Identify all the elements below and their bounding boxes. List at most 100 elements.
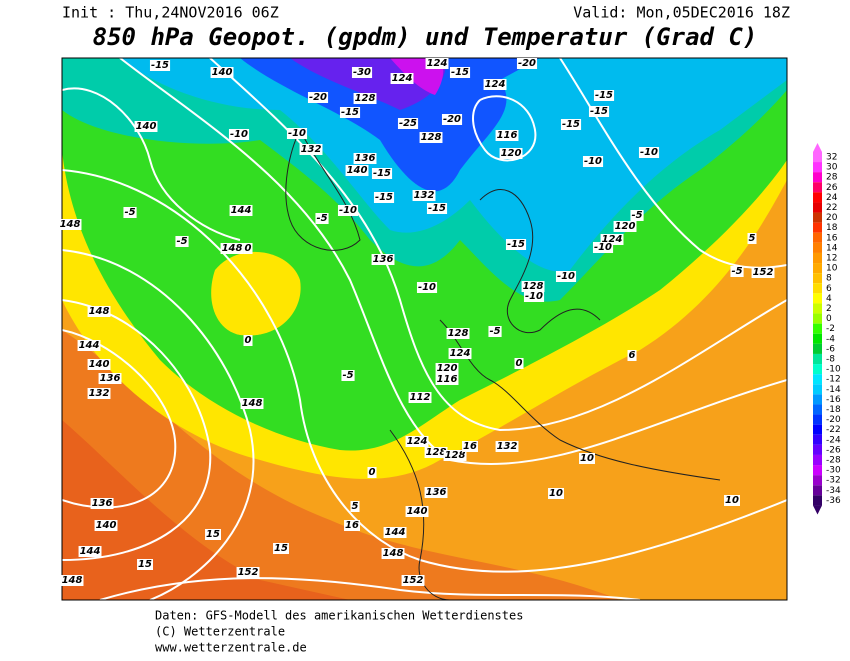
contour-label-bg <box>593 90 615 101</box>
contour-label: -15 <box>451 67 469 78</box>
colorbar-label: 8 <box>826 274 832 284</box>
colorbar-swatch <box>813 404 822 415</box>
colorbar-swatch <box>813 424 822 435</box>
contour-label: 132 <box>414 190 435 201</box>
footer-source: Daten: GFS-Modell des amerikanischen Wet… <box>155 609 523 623</box>
contour-label-bg <box>371 168 393 179</box>
colorbar-swatch <box>813 252 822 264</box>
colorbar-swatch <box>813 384 822 395</box>
colorbar-label: -4 <box>826 334 835 344</box>
colorbar-swatch <box>813 454 822 466</box>
colorbar-label: -10 <box>826 365 841 375</box>
colorbar-bottom <box>813 505 822 515</box>
colorbar-swatch <box>813 151 822 163</box>
contour-label-bg <box>592 242 614 253</box>
contour-label-bg <box>579 453 595 464</box>
colorbar-label: 24 <box>826 193 838 203</box>
contour-label: -10 <box>640 147 658 158</box>
contour-label-bg <box>236 567 260 578</box>
contour-label: 140 <box>89 359 110 370</box>
colorbar-label: -36 <box>826 496 841 506</box>
contour-label: -10 <box>594 242 612 253</box>
colorbar-swatch <box>813 162 822 173</box>
contour-label: 124 <box>407 436 428 447</box>
colorbar-label: 10 <box>826 264 838 274</box>
contour-label: 144 <box>79 340 100 351</box>
colorbar-label: 16 <box>826 233 838 243</box>
contour-label: 5 <box>352 501 359 512</box>
contour-label: 140 <box>407 506 428 517</box>
contour-label-bg <box>78 546 102 557</box>
contour-label-bg <box>243 243 253 254</box>
colorbar-label: 26 <box>826 183 838 193</box>
colorbar-swatch <box>813 263 822 274</box>
contour-label: -15 <box>375 192 393 203</box>
contour-label-bg <box>499 148 523 159</box>
contour-label: 140 <box>212 67 233 78</box>
contour-label-bg <box>449 67 471 78</box>
contour-label: -5 <box>316 213 327 224</box>
contour-label-bg <box>345 165 369 176</box>
contour-label-bg <box>416 282 438 293</box>
contour-label: 116 <box>497 130 518 141</box>
contour-label: 128 <box>523 281 544 292</box>
contour-label-bg <box>373 192 395 203</box>
colorbar-label: 32 <box>826 153 837 163</box>
contour-label-bg <box>339 107 361 118</box>
contour-label: -15 <box>373 168 391 179</box>
contour-label-bg <box>412 190 436 201</box>
contour-label: 124 <box>450 348 471 359</box>
contour-label: 0 <box>516 358 523 369</box>
colorbar-label: -18 <box>826 405 841 415</box>
colorbar-label: -6 <box>826 344 835 354</box>
contour-label: -5 <box>631 210 642 221</box>
contour-label: 120 <box>437 363 458 374</box>
colorbar-label: 4 <box>826 294 832 304</box>
contour-label-bg <box>351 67 373 78</box>
contour-label-bg <box>307 92 329 103</box>
colorbar-swatch <box>813 434 822 445</box>
contour-label-bg <box>523 291 545 302</box>
contour-label: 136 <box>355 153 376 164</box>
colorbar-label: 22 <box>826 203 837 213</box>
contour-label-bg <box>60 575 84 586</box>
contour-label-bg <box>521 281 545 292</box>
contour-label: 120 <box>615 221 636 232</box>
colorbar-label: -8 <box>826 355 835 365</box>
colorbar-swatch <box>813 444 822 455</box>
contour-label-bg <box>299 144 323 155</box>
contour-label-bg <box>383 527 407 538</box>
colorbar-label: 14 <box>826 243 838 253</box>
contour-label: 136 <box>426 487 447 498</box>
contour-label: -25 <box>399 118 417 129</box>
contour-label: 15 <box>138 559 152 570</box>
contour-label: 15 <box>206 529 220 540</box>
contour-label: -5 <box>176 236 187 247</box>
contour-label: -20 <box>443 114 461 125</box>
contour-label-bg <box>446 328 470 339</box>
colorbar-swatch <box>813 313 822 324</box>
contour-label: 148 <box>383 548 404 559</box>
colorbar-swatch <box>813 182 822 193</box>
contour-label-bg <box>424 487 448 498</box>
contour-label: 6 <box>629 350 636 361</box>
contour-label: -5 <box>342 370 353 381</box>
colorbar-swatch <box>813 242 822 253</box>
contour-label: 136 <box>92 498 113 509</box>
contour-label: 152 <box>753 267 774 278</box>
contour-label-bg <box>600 234 624 245</box>
contour-label-bg <box>627 350 637 361</box>
contour-label: 140 <box>96 520 117 531</box>
contour-label: 136 <box>373 254 394 265</box>
contour-label-bg <box>488 326 502 337</box>
colorbar-top <box>813 142 822 152</box>
contour-label-bg <box>401 575 425 586</box>
colorbar-label: 28 <box>826 173 838 183</box>
contour-label: 0 <box>245 243 252 254</box>
colorbar-swatch <box>813 192 822 203</box>
contour-label-bg <box>425 58 449 69</box>
contour-label-bg <box>613 221 637 232</box>
contour-label: -10 <box>339 205 357 216</box>
contour-label-bg <box>448 348 472 359</box>
colorbar-swatch <box>813 222 822 233</box>
